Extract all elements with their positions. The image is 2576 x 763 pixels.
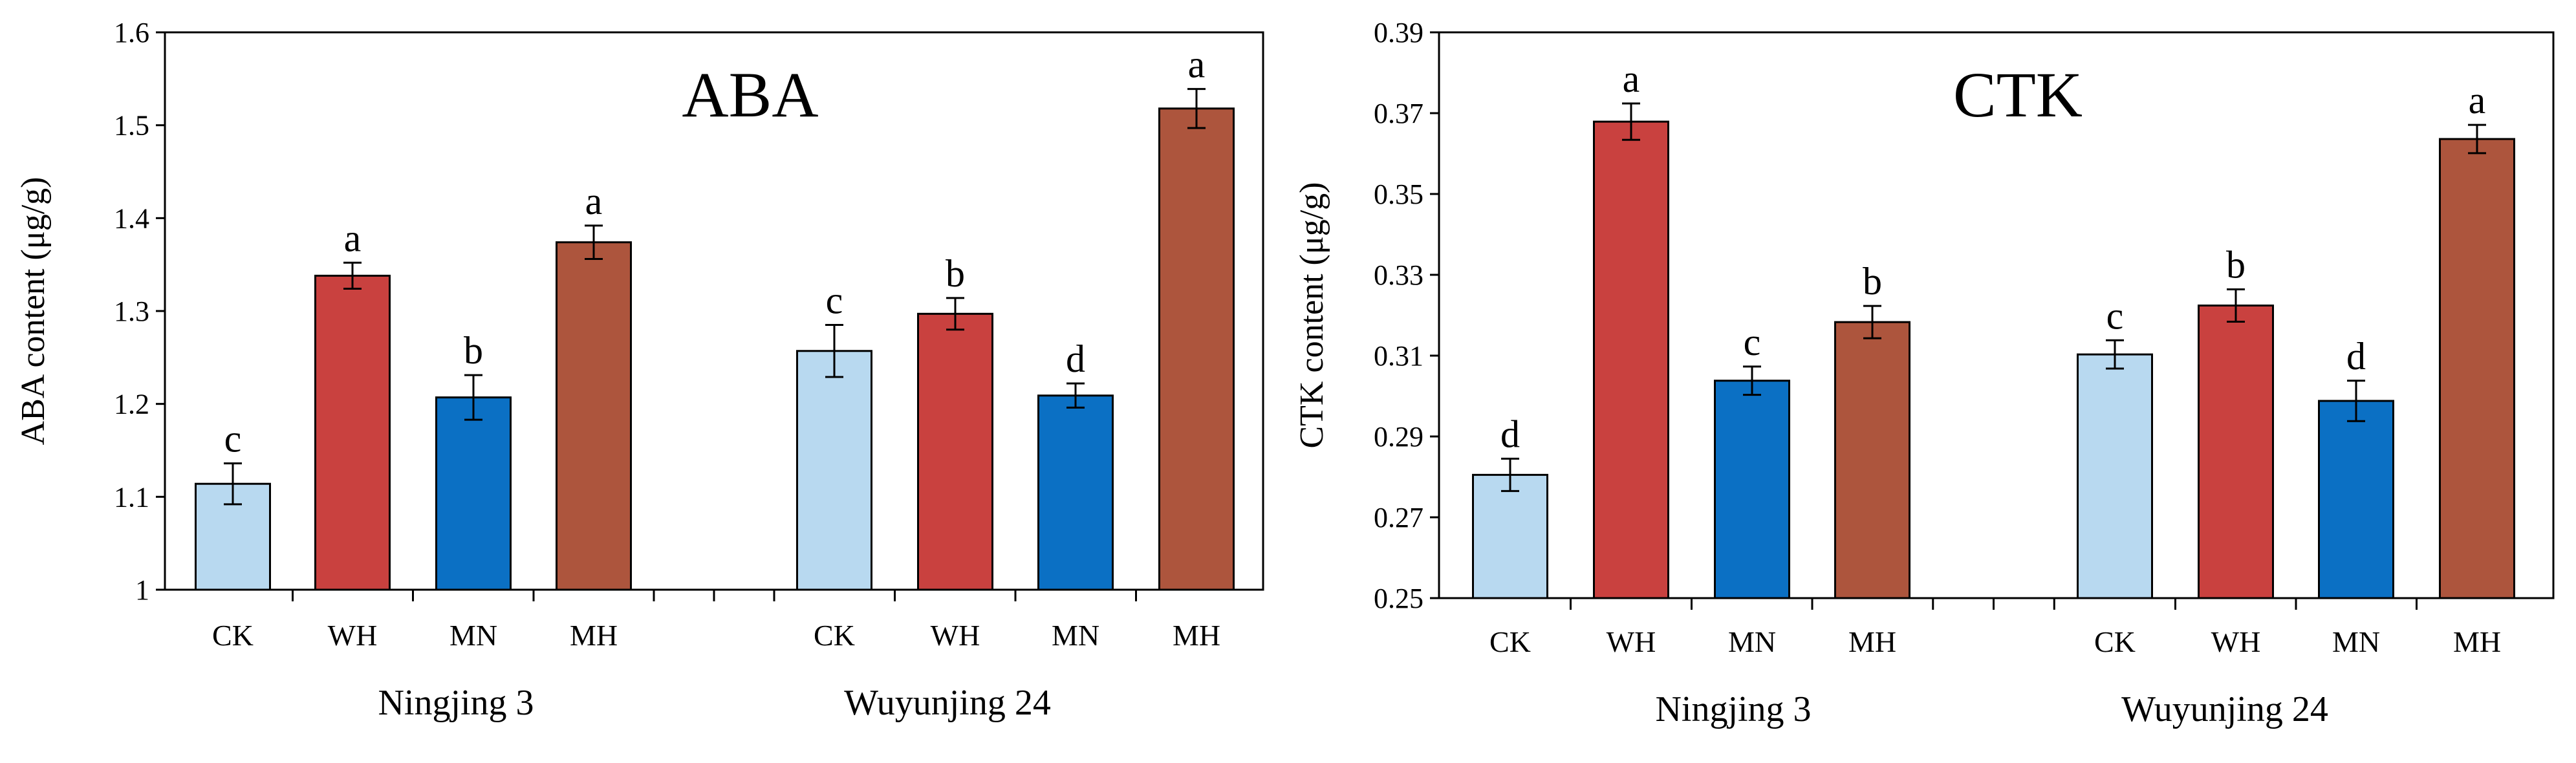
category-label: MH [1173, 619, 1220, 652]
significance-letter: c [826, 279, 843, 322]
y-tick-label: 0.31 [1374, 340, 1423, 372]
significance-letter: b [946, 252, 965, 295]
bar-wh [917, 312, 993, 591]
y-tick-label: 0.29 [1374, 421, 1423, 453]
significance-letter: b [464, 329, 483, 372]
bar-mh [1834, 321, 1910, 599]
category-label: WH [1607, 625, 1656, 658]
plot-frame [1438, 31, 2555, 599]
category-label: CK [814, 619, 855, 652]
y-tick-label: 0.35 [1374, 178, 1423, 210]
y-tick-label: 0.33 [1374, 259, 1423, 291]
group-label: Ningjing 3 [1655, 689, 1811, 729]
bar-ck [796, 350, 872, 591]
chart-title: CTK [1953, 59, 2083, 131]
bar-mn [1714, 380, 1790, 599]
bar-ck [1472, 473, 1548, 599]
y-tick-label: 1.5 [114, 110, 149, 142]
significance-letter: c [2106, 294, 2124, 337]
bar-ck [195, 482, 271, 591]
category-label: MH [570, 619, 618, 652]
y-tick-label: 1 [135, 574, 149, 606]
significance-letter: c [1744, 321, 1761, 363]
y-axis-title: ABA content (μg/g) [15, 177, 52, 446]
category-label: MH [1848, 625, 1896, 658]
bar-wh [2198, 305, 2274, 599]
y-tick-label: 1.6 [114, 17, 149, 48]
significance-letter: d [2346, 335, 2366, 378]
bar-mh [2439, 138, 2515, 599]
category-label: CK [212, 619, 254, 652]
significance-letter: a [1188, 43, 1206, 86]
y-tick-label: 0.27 [1374, 502, 1423, 533]
bar-ck [2077, 353, 2153, 599]
y-tick-label: 1.4 [114, 202, 149, 234]
category-label: CK [1489, 625, 1531, 658]
significance-letter: a [2469, 79, 2486, 122]
bar-mn [435, 396, 512, 591]
category-label: MH [2453, 625, 2501, 658]
y-tick-label: 1.3 [114, 296, 149, 327]
group-label: Ningjing 3 [378, 683, 534, 723]
y-tick-label: 1.1 [114, 481, 149, 513]
bar-wh [314, 274, 391, 591]
bar-mh [556, 241, 632, 591]
bar-wh [1593, 120, 1669, 599]
category-label: MN [1728, 625, 1776, 658]
significance-letter: a [585, 180, 603, 222]
significance-letter: c [224, 418, 242, 460]
significance-letter: b [1863, 260, 1882, 303]
y-tick-label: 0.25 [1374, 583, 1423, 614]
category-label: MN [1052, 619, 1099, 652]
category-label: MN [2332, 625, 2380, 658]
category-label: CK [2094, 625, 2136, 658]
ctk-chart: 0.25 0.27 0.29 0.31 0.33 0.35 0.37 0.39 CTK cont… [1293, 17, 2555, 729]
significance-letter: d [1500, 413, 1520, 455]
group-label: Wuyunjing 24 [2121, 689, 2328, 729]
significance-letter: d [1066, 338, 1085, 380]
y-axis-title: CTK content (μg/g) [1293, 182, 1330, 448]
bar-mn [2318, 400, 2394, 599]
category-label: MN [449, 619, 497, 652]
bar-mn [1037, 394, 1114, 591]
significance-letter: a [1623, 58, 1640, 100]
y-tick-label: 0.39 [1374, 17, 1423, 48]
aba-chart: 1 1.1 1.2 1.3 1.4 1.5 1.6 ABA content (μg/g) ABA… [15, 17, 1264, 723]
category-label: WH [2211, 625, 2261, 658]
group-label: Wuyunjing 24 [844, 683, 1051, 723]
y-tick-label: 1.2 [114, 389, 149, 420]
y-tick-label: 0.37 [1374, 98, 1423, 129]
significance-letter: a [344, 217, 362, 259]
category-label: WH [931, 619, 980, 652]
category-label: WH [328, 619, 378, 652]
significance-letter: b [2226, 244, 2246, 286]
chart-title: ABA [682, 59, 818, 131]
bar-mh [1158, 107, 1235, 591]
